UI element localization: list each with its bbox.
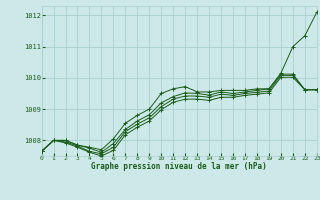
X-axis label: Graphe pression niveau de la mer (hPa): Graphe pression niveau de la mer (hPa) (91, 162, 267, 171)
